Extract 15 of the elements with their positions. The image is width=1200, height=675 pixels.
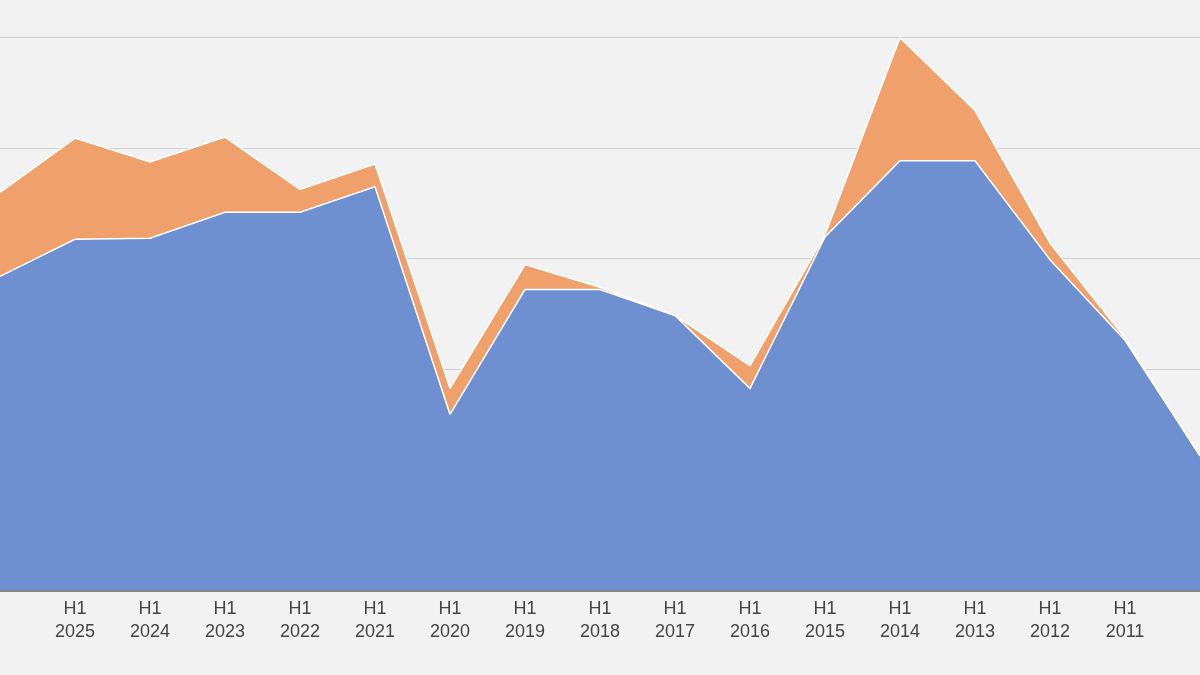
x-tick-label: H1 2024 [129, 597, 171, 641]
x-tick-label: H1 2016 [729, 597, 771, 641]
x-tick-label: H1 2014 [879, 597, 921, 641]
x-tick-label: H1 2013 [954, 597, 996, 641]
x-tick-label: H1 2021 [354, 597, 396, 641]
x-tick-label: H1 2019 [504, 597, 546, 641]
x-tick-label: H1 2012 [1029, 597, 1071, 641]
x-tick-label: H1 2011 [1105, 597, 1145, 641]
x-tick-label: H1 2015 [804, 597, 846, 641]
x-tick-label: H1 2022 [279, 597, 321, 641]
x-tick-label: H1 2025 [54, 597, 96, 641]
x-tick-label: H1 2020 [429, 597, 471, 641]
x-tick-label: H1 2017 [654, 597, 696, 641]
x-tick-label: H1 2023 [204, 597, 246, 641]
x-tick-label: H1 2018 [579, 597, 621, 641]
